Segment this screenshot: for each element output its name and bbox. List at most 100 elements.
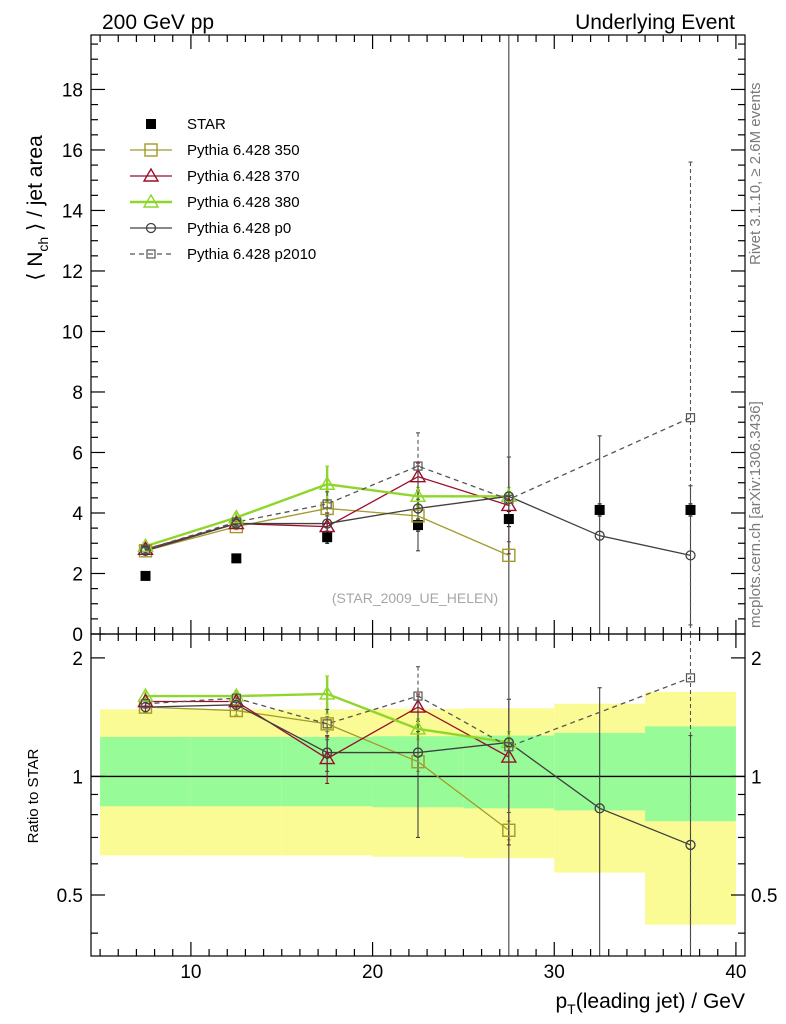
ratio-pythia-6-428-p2010-point bbox=[140, 699, 151, 709]
ratio-ytick-label: 2 bbox=[72, 649, 83, 670]
ratio-xtick-label: 10 bbox=[180, 962, 201, 983]
ratio-xtick-label: 20 bbox=[362, 962, 383, 983]
ratio-ytick-label: 0.5 bbox=[57, 886, 83, 907]
main-ytick-label: 8 bbox=[72, 383, 83, 404]
main-ylabel: ⟨ Nch ⟩ / jet area bbox=[24, 135, 51, 281]
ratio-panel: 0.5 0.5 1 1 2 2 10 20 30 40 Ratio to STAR pT(lead… bbox=[25, 633, 777, 1017]
ratio-ytick-label-right: 2 bbox=[751, 649, 762, 670]
legend-star-marker bbox=[146, 119, 156, 129]
main-pythia-6-428-p0-point bbox=[685, 550, 696, 561]
main-ytick-label: 2 bbox=[72, 564, 83, 585]
ratio-pythia-6-428-p0-point bbox=[685, 839, 696, 851]
main-pythia-6-428-p2010-point bbox=[231, 517, 241, 527]
main-pythia-6-428-p0-line bbox=[145, 495, 691, 556]
main-ytick-label: 6 bbox=[72, 443, 83, 464]
ratio-pythia-6-428-380-line bbox=[145, 692, 510, 744]
ratio-pythia-6-428-370-point bbox=[318, 750, 336, 765]
legend-pythia-6-428-p0-marker bbox=[145, 222, 157, 234]
ratio-pythia-6-428-p2010-line bbox=[145, 677, 691, 748]
ratio-pythia-6-428-380-point bbox=[318, 685, 336, 700]
ratio-pythia-6-428-p0-point bbox=[594, 803, 605, 814]
main-pythia-6-428-p2010-point bbox=[140, 544, 151, 554]
main-ytick-label: 4 bbox=[72, 504, 83, 525]
ratio-ytick-label: 1 bbox=[72, 767, 83, 788]
main-pythia-6-428-380-point bbox=[228, 509, 245, 524]
main-pythia-6-428-p2010-point bbox=[322, 499, 332, 509]
ratio-pythia-6-428-p0-point bbox=[412, 747, 424, 758]
main-pythia-6-428-370-point bbox=[500, 497, 518, 512]
legend-pythia-6-428-p2010-marker bbox=[146, 249, 156, 259]
main-pythia-6-428-380-point bbox=[318, 475, 336, 490]
ratio-band-inner bbox=[100, 736, 191, 807]
main-ytick-label: 12 bbox=[62, 262, 83, 283]
main-pythia-6-428-p2010-line bbox=[145, 417, 691, 550]
ratio-pythia-6-428-p2010-point bbox=[322, 719, 332, 729]
analysis-watermark: (STAR_2009_UE_HELEN) bbox=[332, 590, 498, 606]
rivet-label: Rivet 3.1.10, ≥ 2.6M events bbox=[747, 83, 764, 266]
x-axis-label-text: pT(leading jet) / GeV bbox=[555, 990, 745, 1017]
ratio-pythia-6-428-p0-point bbox=[322, 747, 333, 758]
ratio-markers-layer bbox=[137, 673, 696, 851]
main-pythia-6-428-370-point bbox=[409, 468, 427, 483]
main-ytick-label: 18 bbox=[62, 80, 83, 101]
main-pythia-6-428-p0-point bbox=[594, 530, 605, 541]
legend-pythia-6-428-p2010: Pythia 6.428 p2010 bbox=[130, 246, 316, 263]
main-ylabel-text: ⟨ Nch ⟩ / jet area bbox=[24, 135, 51, 281]
ratio-pythia-6-428-370-line bbox=[145, 700, 510, 760]
main-star-point bbox=[231, 553, 242, 564]
legend-pythia-6-428-p2010-label: Pythia 6.428 p2010 bbox=[187, 246, 316, 263]
ratio-xtick-label: 40 bbox=[725, 962, 746, 983]
ratio-pythia-6-428-350-point bbox=[320, 717, 334, 731]
main-markers-layer bbox=[137, 413, 696, 581]
ratio-band-inner bbox=[190, 736, 282, 807]
ratio-pythia-6-428-370-point bbox=[409, 698, 427, 713]
legend-pythia-6-428-350-label: Pythia 6.428 350 bbox=[187, 142, 300, 159]
main-pythia-6-428-p0-point bbox=[412, 503, 424, 514]
mcplots-label: mcplots.cern.ch [arXiv:1306.3436] bbox=[747, 401, 764, 628]
x-axis-label: pT(leading jet) / GeV bbox=[555, 990, 745, 1017]
main-ytick-label: 14 bbox=[62, 201, 84, 222]
ratio-pythia-6-428-p2010-point bbox=[685, 673, 696, 683]
main-pythia-6-428-p2010-point bbox=[685, 413, 696, 423]
main-pythia-6-428-350-point bbox=[320, 501, 334, 516]
legend-pythia-6-428-370-marker bbox=[142, 167, 160, 182]
main-pythia-6-428-p2010-point bbox=[413, 461, 423, 471]
main-star-point bbox=[503, 514, 514, 525]
ratio-pythia-6-428-370-point bbox=[500, 748, 518, 763]
main-star-point bbox=[594, 504, 605, 515]
ratio-ytick-label-right: 1 bbox=[751, 767, 762, 788]
legend-pythia-6-428-p0: Pythia 6.428 p0 bbox=[130, 220, 291, 237]
ratio-pythia-6-428-p2010-point bbox=[504, 742, 514, 752]
main-pythia-6-428-380-line bbox=[145, 483, 509, 548]
main-pythia-6-428-350-point bbox=[411, 509, 425, 523]
main-pythia-6-428-p0-point bbox=[322, 518, 333, 529]
legend-pythia-6-428-p0-label: Pythia 6.428 p0 bbox=[187, 220, 291, 237]
ratio-ticks: 0.5 0.5 1 1 2 2 10 20 30 40 bbox=[57, 634, 777, 983]
main-ticks: 0 2 4 6 8 10 12 14 16 18 bbox=[62, 35, 745, 646]
main-pythia-6-428-380-point bbox=[409, 487, 427, 503]
main-pythia-6-428-p2010-point bbox=[504, 494, 514, 504]
ratio-pythia-6-428-350-point bbox=[229, 703, 244, 718]
main-star-point bbox=[322, 532, 333, 543]
legend: STAR Pythia 6.428 350 Pythia 6.428 370 Pyth… bbox=[130, 116, 316, 263]
legend-pythia-6-428-350: Pythia 6.428 350 bbox=[130, 142, 300, 159]
main-ytick-label: 16 bbox=[62, 141, 83, 162]
legend-pythia-6-428-380-marker bbox=[142, 193, 160, 208]
ratio-pythia-6-428-350-point bbox=[502, 823, 516, 837]
legend-pythia-6-428-370: Pythia 6.428 370 bbox=[130, 167, 300, 185]
main-star-point bbox=[413, 520, 423, 531]
legend-star-label: STAR bbox=[187, 116, 226, 133]
legend-pythia-6-428-370-label: Pythia 6.428 370 bbox=[187, 168, 300, 185]
main-ytick-label: 0 bbox=[72, 625, 83, 646]
ratio-pythia-6-428-p2010-point bbox=[413, 691, 423, 701]
legend-star: STAR bbox=[146, 116, 226, 133]
legend-pythia-6-428-380-label: Pythia 6.428 380 bbox=[187, 194, 300, 211]
main-star-point bbox=[685, 504, 696, 515]
main-pythia-6-428-350-point bbox=[502, 548, 516, 563]
legend-pythia-6-428-380: Pythia 6.428 380 bbox=[130, 193, 300, 211]
ratio-pythia-6-428-p0-point bbox=[231, 699, 242, 710]
main-panel: 0 2 4 6 8 10 12 14 16 18 (STAR_2009_UE_HELEN) ⟨ N… bbox=[24, 34, 746, 646]
ratio-pythia-6-428-380-point bbox=[409, 720, 427, 735]
ratio-ylabel: Ratio to STAR bbox=[25, 748, 42, 843]
